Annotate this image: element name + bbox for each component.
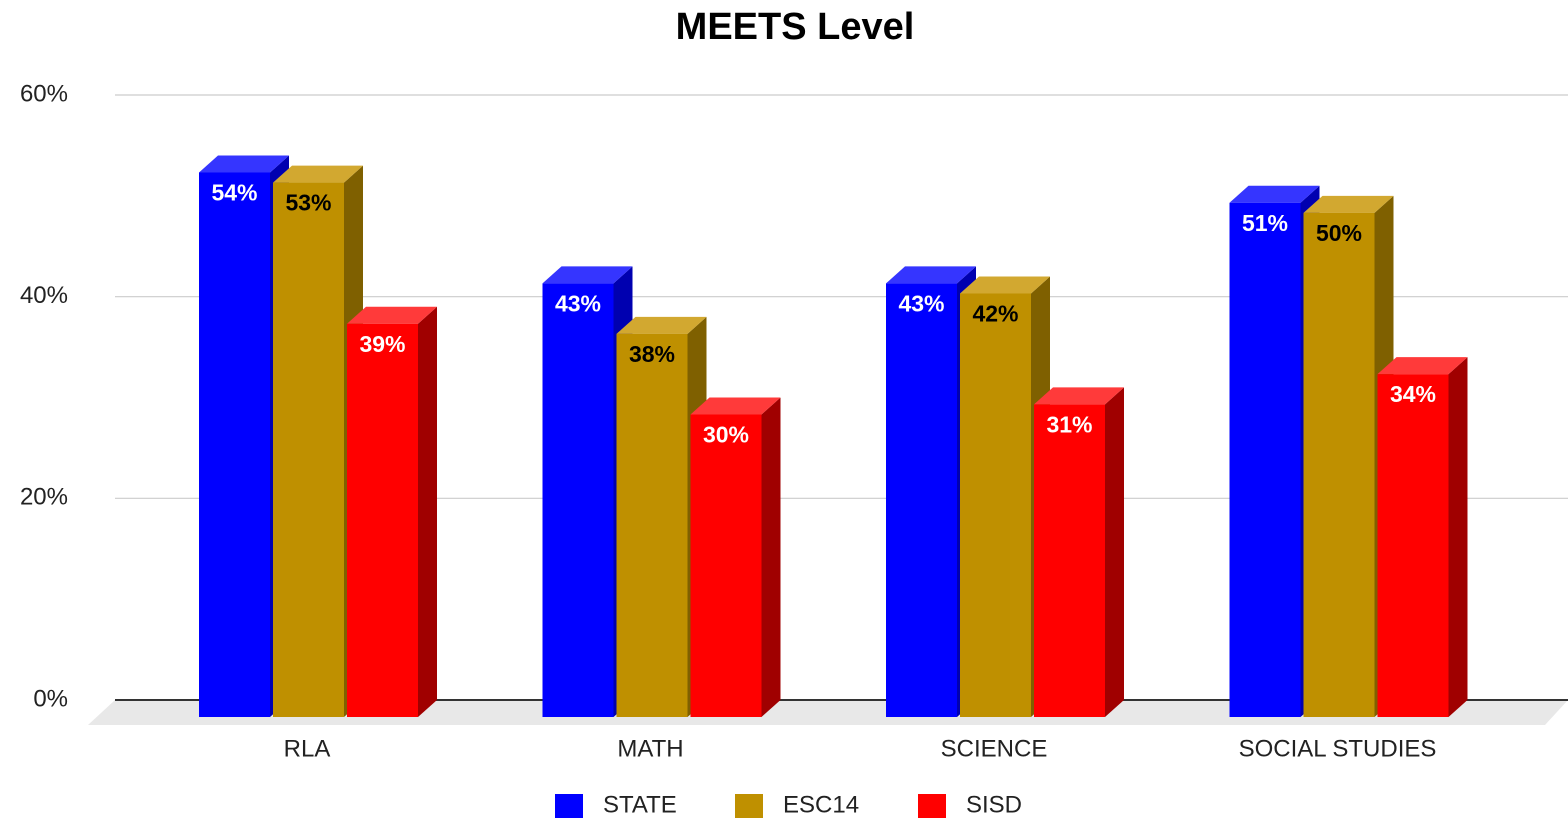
value-label: 53% xyxy=(285,190,331,216)
value-label: 54% xyxy=(211,180,257,206)
bar xyxy=(616,333,688,717)
x-tick-label: SCIENCE xyxy=(941,735,1048,762)
bar-side xyxy=(1105,387,1124,717)
value-label: 38% xyxy=(629,341,675,367)
value-label: 34% xyxy=(1390,381,1436,407)
x-tick-label: SOCIAL STUDIES xyxy=(1239,735,1437,762)
x-tick-label: MATH xyxy=(617,735,683,762)
bar xyxy=(960,293,1031,717)
legend-label: STATE xyxy=(603,791,677,818)
legend-swatch xyxy=(918,794,946,818)
bar-side xyxy=(761,397,781,717)
bar-group: 31% xyxy=(1034,387,1124,717)
bar-top xyxy=(960,276,1050,294)
bar xyxy=(1229,202,1301,717)
value-label: 51% xyxy=(1242,210,1288,236)
x-tick-label: RLA xyxy=(284,735,331,762)
bar-group: 34% xyxy=(1377,357,1468,717)
bar-top xyxy=(542,266,633,284)
value-label: 30% xyxy=(703,422,749,448)
bar xyxy=(1303,212,1375,718)
y-tick-label: 20% xyxy=(20,484,68,511)
bar xyxy=(199,172,270,717)
value-label: 42% xyxy=(972,301,1018,327)
floor xyxy=(88,700,1568,725)
bar-top xyxy=(690,397,781,415)
legend-label: SISD xyxy=(966,791,1022,818)
bar xyxy=(347,323,418,717)
bar xyxy=(690,414,762,717)
legend-swatch xyxy=(555,794,583,818)
bar-group: 42% xyxy=(960,276,1050,717)
bar-group: 39% xyxy=(347,306,437,717)
bar-top xyxy=(199,155,289,173)
value-label: 31% xyxy=(1046,411,1092,437)
bar-top xyxy=(1229,185,1320,203)
value-label: 39% xyxy=(359,331,405,357)
bar xyxy=(886,283,957,717)
legend-label: ESC14 xyxy=(783,791,859,818)
value-label: 50% xyxy=(1316,220,1362,246)
value-label: 43% xyxy=(555,290,601,316)
chart-title: MEETS Level xyxy=(676,6,915,48)
bar xyxy=(542,283,614,717)
y-tick-label: 60% xyxy=(20,80,68,107)
value-label: 43% xyxy=(898,290,944,316)
bar-side xyxy=(418,306,437,717)
y-tick-label: 0% xyxy=(33,685,68,712)
bar xyxy=(273,182,344,718)
bar xyxy=(1377,374,1449,717)
bar-side xyxy=(1448,357,1468,717)
bar-top xyxy=(1377,357,1468,375)
bar-top xyxy=(616,316,707,334)
bar xyxy=(1034,404,1105,717)
bar-top xyxy=(347,306,437,324)
bar-top xyxy=(886,266,976,284)
y-tick-label: 40% xyxy=(20,282,68,309)
bar-top xyxy=(1303,195,1394,213)
legend-swatch xyxy=(735,794,763,818)
bar-group: 30% xyxy=(690,397,781,717)
bar-top xyxy=(1034,387,1124,405)
bar-top xyxy=(273,165,363,183)
